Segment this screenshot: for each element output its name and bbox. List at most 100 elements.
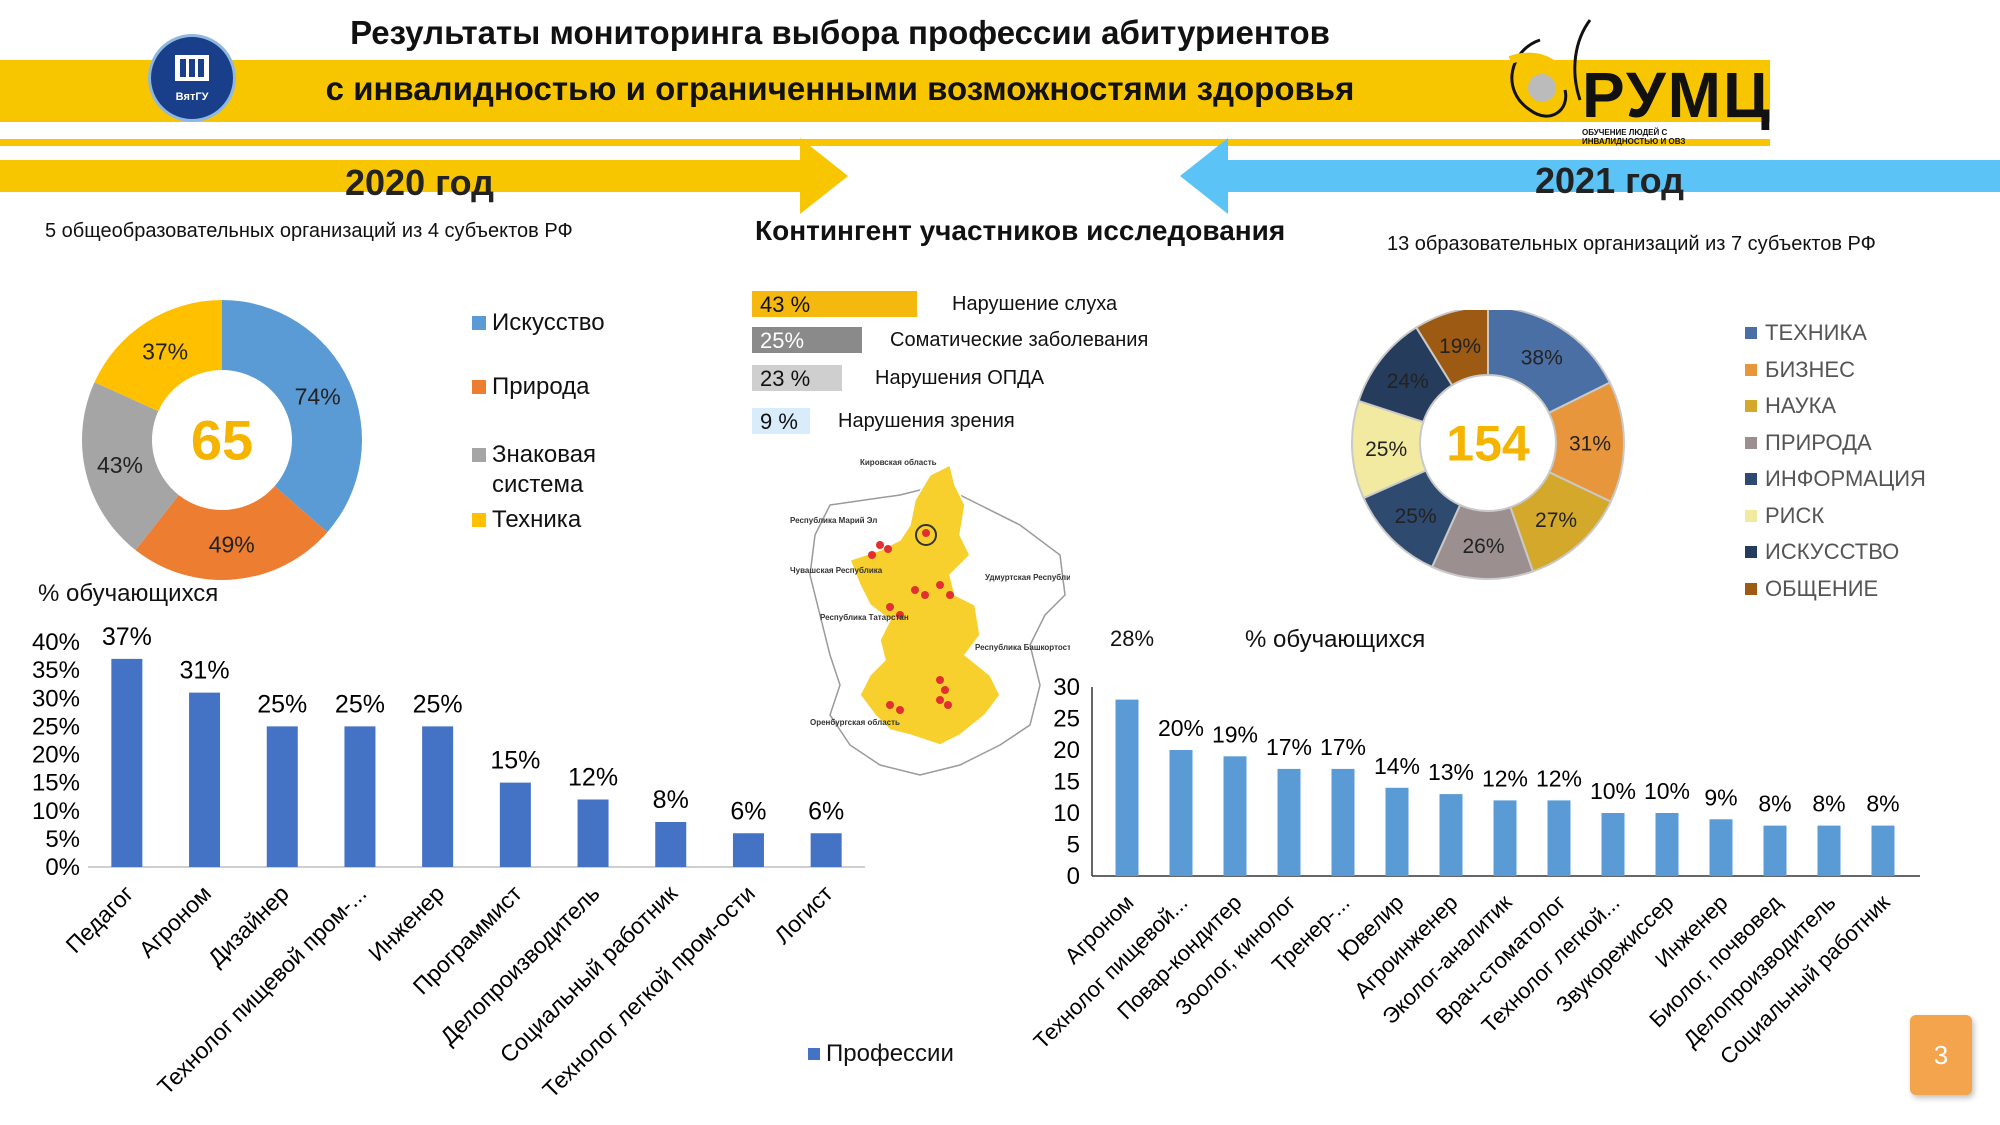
contingent-bar: [752, 365, 842, 391]
map-label-orenburg: Оренбургская область: [810, 718, 900, 727]
data-label: 31%: [180, 657, 230, 685]
bar: [810, 833, 842, 867]
donut-slice-label: 24%: [1387, 370, 1429, 393]
legend-swatch: [1745, 473, 1757, 485]
donut-2021-legend-item: ОБЩЕНИЕ: [1745, 576, 1878, 602]
bar: [655, 822, 687, 867]
y-tick-label: 15%: [32, 770, 80, 797]
header-band: [0, 60, 1770, 122]
data-label: 12%: [1482, 765, 1528, 791]
contingent-value: 9 %: [760, 409, 798, 434]
legend-swatch: [1745, 400, 1757, 412]
y-tick-label: 20: [1053, 737, 1080, 764]
regions-map: Кировская область Республика Марий Эл Чу…: [790, 458, 1070, 776]
donut-slice-label: 37%: [142, 339, 188, 365]
donut-slice-label: 19%: [1439, 335, 1481, 358]
donut-slice-label: 38%: [1521, 346, 1563, 369]
legend-swatch: [1745, 363, 1757, 376]
donut-slice-2: [135, 486, 328, 580]
data-label: 17%: [1266, 734, 1312, 760]
donut-2020-legend-item: Природа: [472, 372, 622, 402]
bars-2020-chart: 0%5%10%15%20%25%30%35%40% 37%Педагог31%Аг…: [32, 623, 865, 1103]
data-label: 14%: [1374, 753, 1420, 779]
donut-2021-legend-item: ПРИРОДА: [1745, 430, 1872, 456]
legend-label: ПРИРОДА: [1765, 429, 1872, 455]
bar: [1331, 768, 1355, 876]
y-tick-label: 30%: [32, 685, 80, 712]
category-label: Педагог: [61, 880, 139, 958]
contingent-bar: [752, 291, 917, 317]
donut-2021-chart: 38% 31% 27% 26% 25% 25% 24% 19% 154: [1351, 310, 1625, 580]
donut-slice-label: 25%: [1365, 438, 1407, 461]
bars-2020-ylabel: % обучающихся: [38, 580, 219, 607]
vyatgu-logo-text: ВятГУ: [175, 91, 209, 103]
map-label-udmurt: Удмуртская Республика: [985, 573, 1070, 582]
category-label: Логист: [769, 880, 838, 949]
bar: [1277, 768, 1301, 876]
bar: [111, 658, 143, 867]
contingent-value: 25%: [760, 328, 805, 353]
donut-slice-label: 26%: [1463, 535, 1505, 558]
legend-swatch: [472, 316, 486, 330]
legend-label: РИСК: [1765, 502, 1825, 528]
legend-swatch: [1745, 582, 1757, 595]
bar: [1493, 800, 1517, 876]
donut-2020-chart: 74% 49% 43% 37% 65: [82, 300, 362, 580]
y-tick-label: 40%: [32, 629, 80, 656]
data-label: 6%: [730, 797, 766, 825]
bar: [1547, 800, 1571, 876]
y-tick-label: 30: [1053, 674, 1080, 701]
bar: [1709, 819, 1733, 876]
y-tick-label: 0%: [45, 854, 80, 881]
bar: [266, 726, 298, 867]
donut-2021-legend-item: РИСК: [1745, 503, 1824, 529]
bar: [1655, 813, 1679, 876]
contingent-label: Нарушения ОПДА: [875, 367, 1045, 389]
data-label: 10%: [1644, 778, 1690, 804]
contingent-label: Соматические заболевания: [890, 329, 1149, 351]
donut-slice-label: 49%: [209, 532, 255, 558]
map-label-chuvash: Чувашская Республика: [790, 566, 883, 575]
map-pins: [868, 529, 954, 714]
data-label: 25%: [335, 690, 385, 718]
year2020-subtitle: 5 общеобразовательных организаций из 4 с…: [45, 220, 573, 242]
y-tick-label: 20%: [32, 742, 80, 769]
rumc-logo-sub: ОБУЧЕНИЕ ЛЮДЕЙ С ИНВАЛИДНОСТЬЮ И ОВЗ: [1582, 128, 1686, 146]
category-label: Агроном: [134, 880, 216, 962]
data-label: 17%: [1320, 734, 1366, 760]
donut-slice-label: 25%: [1395, 505, 1437, 528]
slide-number: 3: [1910, 1015, 1972, 1095]
y-tick-label: 5%: [45, 826, 80, 853]
bar: [1763, 825, 1787, 876]
bar: [1439, 794, 1463, 876]
bar: [499, 782, 531, 867]
legend-label: ТЕХНИКА: [1765, 320, 1867, 345]
donut-slice-4: [94, 300, 222, 412]
rumc-logo: РУМЦ ОБУЧЕНИЕ ЛЮДЕЙ С ИНВАЛИДНОСТЬЮ И ОВ…: [1470, 10, 1770, 150]
donut-2021-legend-item: НАУКА: [1745, 393, 1836, 419]
contingent-label: Нарушения зрения: [838, 410, 1015, 432]
map-label-kirov: Кировская область: [860, 458, 937, 467]
bar: [1115, 699, 1139, 876]
bars-2021-first-label: 28%: [1110, 626, 1155, 651]
bar: [1223, 756, 1247, 876]
donut-2020-legend-item: Искусство: [472, 308, 622, 338]
legend-label: НАУКА: [1765, 393, 1837, 418]
legend-label: ИСКУССТВО: [1765, 539, 1900, 564]
data-label: 8%: [653, 786, 689, 814]
donut-2021-legend-item: БИЗНЕС: [1745, 357, 1855, 383]
data-label: 12%: [568, 764, 618, 792]
legend-label: Знаковая система: [492, 441, 597, 498]
data-label: 13%: [1428, 759, 1474, 785]
year2021-label: 2021 год: [1535, 160, 1684, 201]
map-highlight-regions: [849, 463, 1001, 746]
bars-2020-legend: Профессии: [808, 1040, 954, 1068]
data-label: 8%: [1812, 791, 1845, 817]
page-title-line2: с инвалидностью и ограниченными возможно…: [325, 70, 1355, 107]
map-circle-marker: [915, 524, 937, 546]
y-tick-label: 25%: [32, 713, 80, 740]
data-label: 37%: [102, 623, 152, 651]
donut-slice-3: [82, 382, 179, 551]
bar: [1817, 825, 1841, 876]
map-label-tatar: Республика Татарстан: [820, 613, 909, 622]
